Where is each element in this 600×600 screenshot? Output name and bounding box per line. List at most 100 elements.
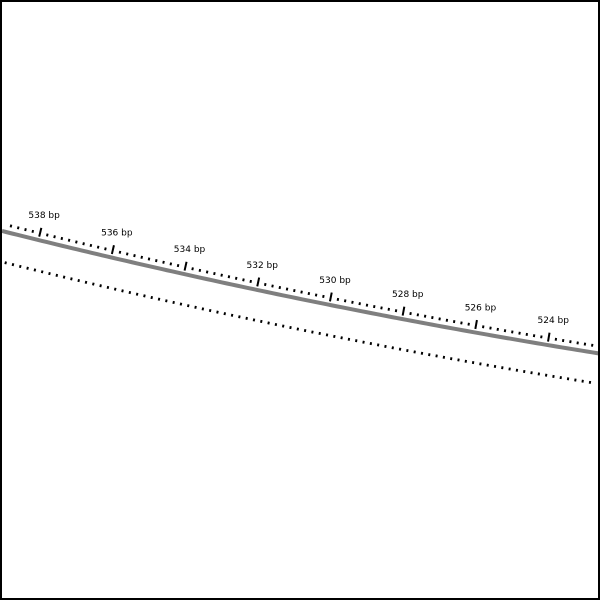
minor-tick bbox=[391, 346, 395, 350]
minor-tick bbox=[82, 242, 85, 246]
minor-tick bbox=[84, 280, 88, 284]
minor-tick bbox=[128, 290, 132, 295]
minor-tick bbox=[442, 355, 446, 359]
major-tick bbox=[256, 277, 261, 287]
minor-tick bbox=[249, 279, 252, 283]
minor-tick bbox=[274, 322, 278, 327]
minor-tick bbox=[351, 300, 354, 304]
minor-tick bbox=[438, 317, 441, 321]
minor-tick bbox=[271, 284, 274, 288]
minor-tick bbox=[406, 348, 409, 353]
minor-tick bbox=[198, 268, 202, 272]
minor-tick bbox=[77, 279, 80, 283]
minor-tick bbox=[384, 344, 387, 348]
minor-tick bbox=[362, 340, 365, 344]
minor-tick bbox=[394, 309, 398, 313]
minor-tick bbox=[452, 320, 456, 324]
minor-tick bbox=[242, 278, 245, 282]
minor-tick bbox=[18, 264, 22, 269]
minor-tick bbox=[99, 284, 102, 288]
minor-tick bbox=[162, 260, 165, 264]
dna-strand-line bbox=[2, 229, 598, 356]
minor-tick bbox=[293, 288, 296, 293]
minor-tick bbox=[289, 325, 292, 330]
minor-tick bbox=[143, 294, 146, 298]
minor-tick bbox=[238, 315, 241, 319]
major-tick bbox=[183, 261, 188, 271]
minor-tick bbox=[24, 228, 27, 232]
minor-tick bbox=[365, 303, 369, 307]
minor-tick bbox=[325, 333, 329, 337]
minor-tick bbox=[234, 276, 238, 280]
minor-tick bbox=[369, 342, 373, 346]
minor-tick bbox=[340, 336, 343, 340]
minor-tick bbox=[336, 297, 340, 301]
major-tick bbox=[401, 306, 406, 316]
bottom-tick-ruler bbox=[4, 261, 592, 384]
minor-tick bbox=[201, 307, 205, 311]
minor-tick bbox=[376, 343, 380, 347]
bp-label-layer: 538 bp 536 bp 534 bp 532 bp 530 bp 528 b… bbox=[28, 211, 569, 326]
minor-tick bbox=[267, 321, 270, 325]
minor-tick bbox=[208, 308, 212, 313]
minor-tick bbox=[416, 313, 420, 317]
minor-tick bbox=[154, 259, 158, 263]
minor-tick bbox=[118, 250, 122, 254]
minor-tick bbox=[140, 255, 144, 259]
minor-tick bbox=[16, 226, 20, 230]
minor-tick bbox=[157, 297, 161, 301]
minor-tick bbox=[285, 287, 289, 291]
minor-tick bbox=[245, 316, 248, 320]
minor-tick bbox=[60, 236, 64, 241]
minor-tick bbox=[372, 304, 376, 309]
minor-tick bbox=[11, 263, 15, 267]
minor-tick bbox=[53, 235, 56, 239]
minor-tick bbox=[431, 316, 434, 320]
minor-tick bbox=[227, 275, 231, 279]
minor-tick bbox=[169, 262, 173, 266]
minor-tick bbox=[281, 324, 285, 328]
minor-tick bbox=[278, 285, 282, 290]
minor-tick bbox=[296, 327, 300, 331]
minor-tick bbox=[380, 306, 383, 310]
bp-label: 538 bp bbox=[28, 211, 60, 221]
minor-tick bbox=[216, 310, 219, 314]
minor-tick bbox=[191, 267, 194, 271]
bp-label: 534 bp bbox=[174, 245, 206, 255]
minor-tick bbox=[420, 351, 424, 355]
minor-tick bbox=[45, 233, 49, 237]
minor-tick bbox=[48, 271, 51, 276]
minor-tick bbox=[423, 314, 427, 318]
minor-tick bbox=[223, 312, 227, 316]
minor-tick bbox=[133, 254, 136, 258]
minor-tick bbox=[135, 292, 139, 296]
minor-tick bbox=[435, 354, 438, 358]
minor-tick bbox=[300, 290, 303, 294]
minor-tick bbox=[343, 299, 347, 303]
minor-tick bbox=[358, 302, 361, 306]
minor-tick bbox=[409, 311, 412, 316]
minor-tick bbox=[413, 350, 416, 354]
minor-tick bbox=[457, 358, 460, 362]
minor-tick bbox=[75, 240, 78, 244]
minor-tick bbox=[113, 287, 117, 291]
minor-tick bbox=[104, 247, 107, 251]
minor-tick bbox=[428, 353, 431, 357]
minor-tick bbox=[67, 238, 71, 242]
minor-tick bbox=[4, 261, 7, 265]
minor-tick bbox=[70, 277, 73, 281]
minor-tick bbox=[311, 330, 314, 334]
minor-tick bbox=[260, 319, 263, 324]
minor-tick bbox=[121, 289, 124, 293]
bp-label: 530 bp bbox=[319, 276, 351, 286]
minor-tick bbox=[106, 285, 110, 290]
minor-tick bbox=[307, 291, 311, 296]
minor-tick bbox=[354, 339, 358, 343]
major-tick bbox=[328, 292, 333, 302]
minor-tick bbox=[333, 334, 336, 338]
minor-tick bbox=[62, 275, 66, 279]
bp-label: 528 bp bbox=[392, 290, 424, 300]
minor-tick bbox=[263, 282, 267, 287]
minor-tick bbox=[150, 295, 154, 300]
